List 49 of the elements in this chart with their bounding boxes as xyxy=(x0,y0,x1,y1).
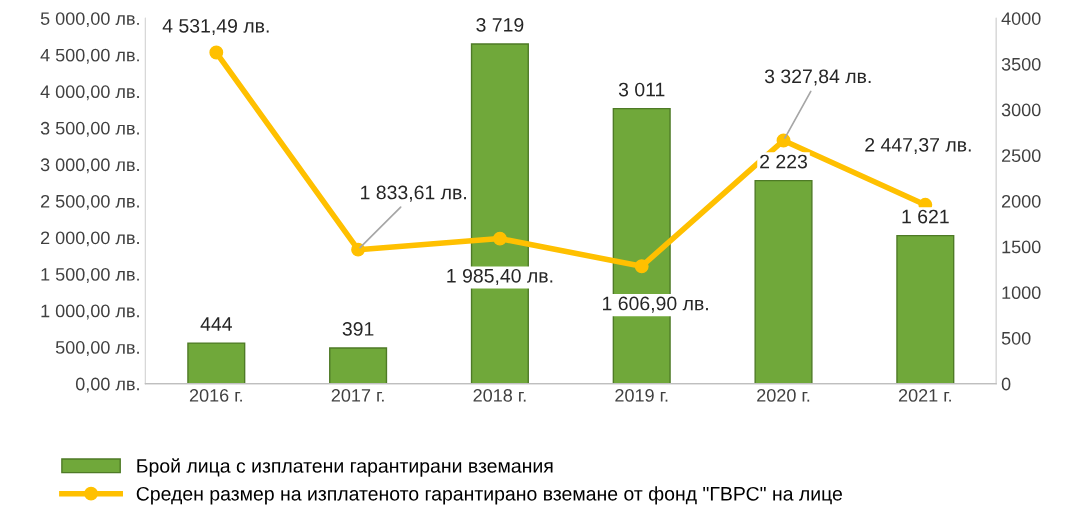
x-tick-label: 2021 г. xyxy=(898,389,951,402)
point xyxy=(776,133,791,148)
bar xyxy=(187,342,246,384)
data-label: 1 606,90 лв. xyxy=(603,296,708,313)
x-tick-label: 2019 г. xyxy=(615,389,668,402)
point xyxy=(351,242,366,257)
x-tick-label: 2018 г. xyxy=(473,389,526,402)
y-tick-label: 1 000,00 лв. xyxy=(41,304,139,320)
data-label: 1 985,40 лв. xyxy=(447,268,553,285)
y-tick-label: 3 000,00 лв. xyxy=(40,158,139,174)
y2-tick-label: 4000 xyxy=(1001,12,1041,25)
y-tick-label: 3 500,00 лв. xyxy=(40,121,139,137)
point xyxy=(492,231,507,246)
y2-tick-label: 2500 xyxy=(1001,149,1041,163)
y-tick-label: 0,00 лв. xyxy=(75,377,139,393)
data-label: 391 xyxy=(342,322,374,336)
y2-tick-label: 500 xyxy=(1001,331,1031,345)
y-tick-label: 500,00 лв. xyxy=(55,341,139,356)
bar xyxy=(329,347,388,384)
y-tick-label: 1 500,00 лв. xyxy=(41,267,139,283)
data-label: 2 223 xyxy=(760,154,807,169)
data-label: 444 xyxy=(200,317,232,331)
y-tick-label: 2 000,00 лв. xyxy=(41,231,139,247)
y-tick-label: 4 500,00 лв. xyxy=(40,48,139,64)
y2-tick-label: 3000 xyxy=(1001,103,1041,117)
data-label: 3 327,84 лв. xyxy=(764,69,871,86)
y-tick-label: 2 500,00 лв. xyxy=(41,194,139,210)
y2-tick-label: 2000 xyxy=(1001,194,1041,208)
x-tick-label: 2017 г. xyxy=(331,389,384,402)
y2-tick-label: 1500 xyxy=(1002,240,1041,254)
x-tick-label: 2020 г. xyxy=(757,389,810,402)
x-tick-label: 2016 г. xyxy=(189,389,242,402)
data-label: 3 719 xyxy=(476,17,524,32)
bar xyxy=(896,234,955,384)
legend-label: Среден размер на изплатеното гарантирано вземане от фонд "ГВРС" на лице xyxy=(136,486,842,505)
y-tick-label: 4 000,00 лв. xyxy=(40,85,139,101)
bar xyxy=(754,179,813,384)
data-label: 3 011 xyxy=(618,82,665,97)
data-label: 4 531,49 лв. xyxy=(162,18,269,36)
y2-tick-label: 3500 xyxy=(1001,57,1041,71)
y2-tick-label: 0 xyxy=(1001,377,1011,391)
legend-label: Брой лица с изплатени гарантирани вземания xyxy=(137,458,553,477)
y-tick-label: 5 000,00 лв. xyxy=(40,12,139,28)
y2-tick-label: 1000 xyxy=(1002,286,1041,300)
data-label: 1 621 xyxy=(902,209,949,224)
data-label: 1 833,61 лв. xyxy=(361,185,466,202)
point xyxy=(634,259,649,274)
data-label: 2 447,37 лв. xyxy=(865,137,971,154)
point xyxy=(209,45,224,60)
